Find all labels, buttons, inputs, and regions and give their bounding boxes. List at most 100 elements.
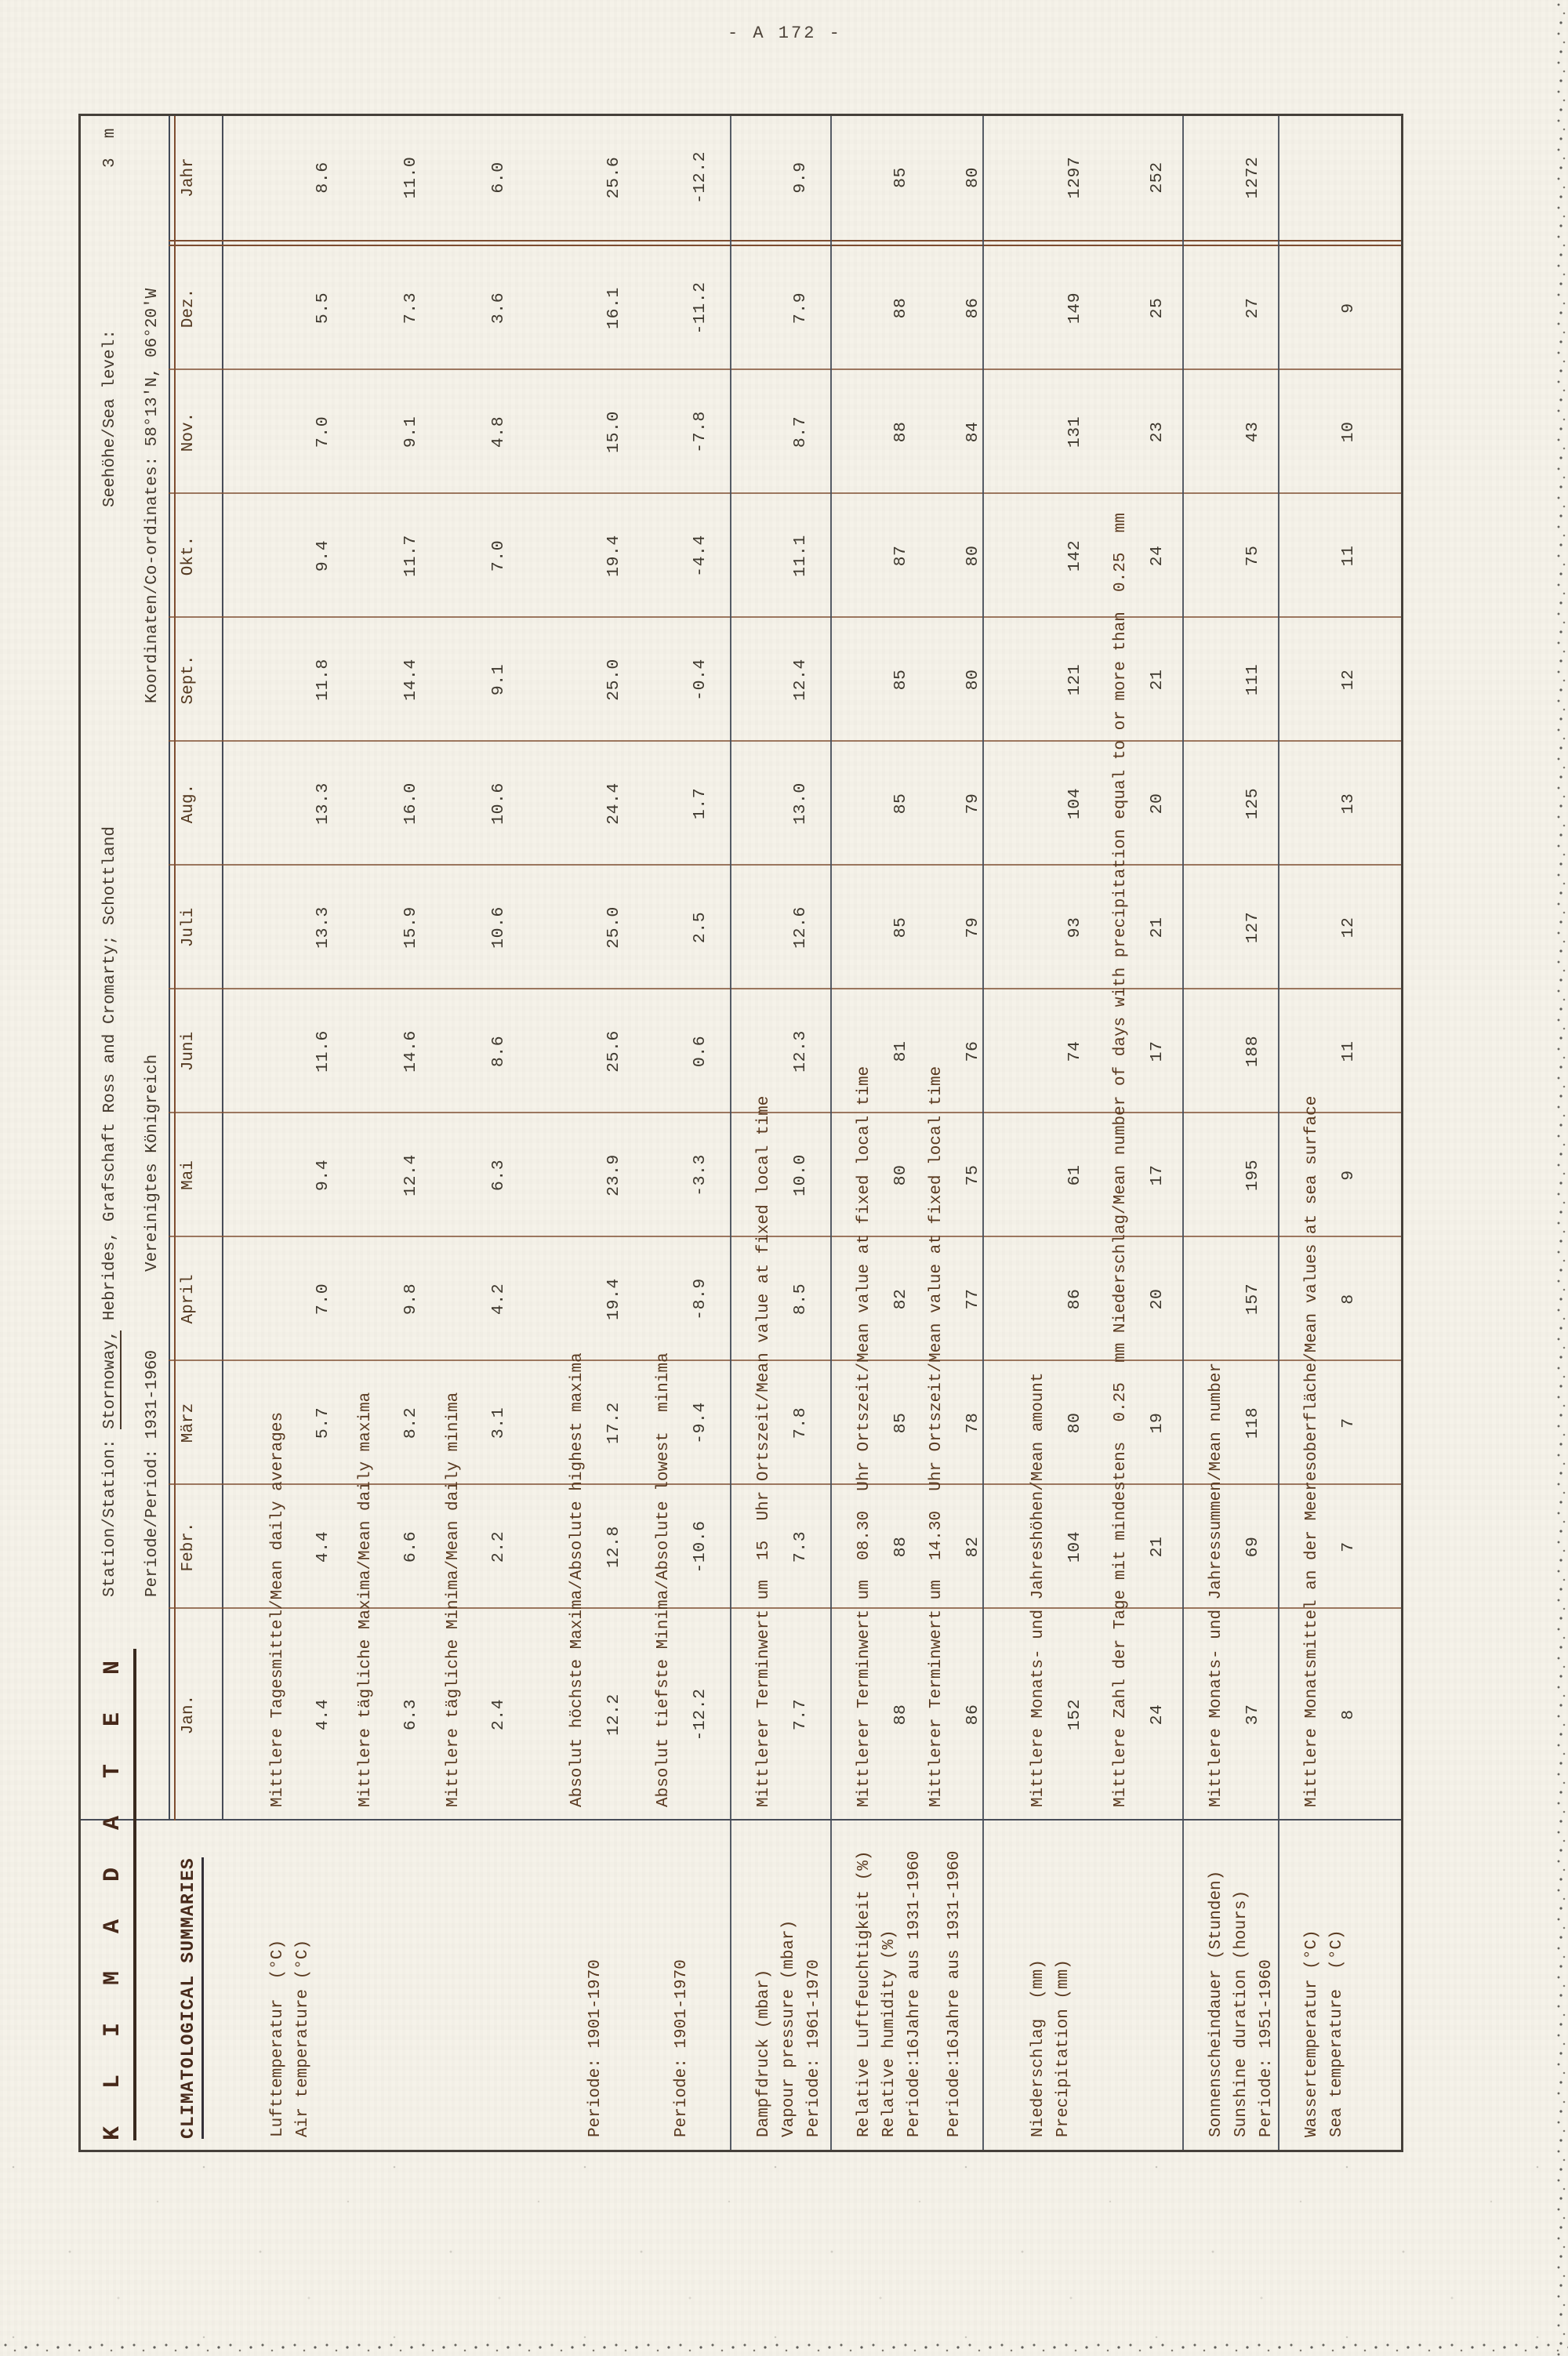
- group-label: Periode:16Jahre aus 1931-1960: [906, 1850, 924, 2137]
- value-cell: 9.8: [401, 1283, 420, 1316]
- scan-edge-right: [1555, 0, 1568, 2356]
- value-cell: 81: [891, 1040, 910, 1062]
- value-cell: 2.5: [691, 911, 710, 944]
- sea-level-label: Seehöhe/Sea level:: [101, 329, 119, 507]
- value-cell: 127: [1243, 911, 1262, 944]
- value-cell: 13.3: [314, 906, 332, 949]
- value-cell: 125: [1243, 787, 1262, 820]
- value-cell: 93: [1065, 917, 1084, 938]
- value-cell: 76: [964, 1040, 982, 1062]
- value-cell: 80: [964, 545, 982, 567]
- value-cell: 252: [1148, 162, 1167, 194]
- value-cell: 37: [1243, 1704, 1262, 1726]
- value-cell: 82: [891, 1288, 910, 1310]
- row-label: Absolut tiefste Minima/Absolute lowest m…: [655, 1352, 673, 1807]
- row-label: Mittlere Zahl der Tage mit mindestens 0.…: [1112, 513, 1130, 1807]
- value-cell: 10.6: [489, 906, 508, 949]
- row-label: Mittlerer Terminwert um 14.30 Uhr Ortsze…: [927, 1065, 946, 1807]
- value-cell: 82: [964, 1536, 982, 1558]
- value-cell: 152: [1065, 1698, 1084, 1731]
- value-cell: 10.6: [489, 782, 508, 825]
- value-cell: 2.2: [489, 1530, 508, 1563]
- value-cell: 1.7: [691, 787, 710, 820]
- row-label: Mittlerer Terminwert um 15 Uhr Ortszeit/…: [755, 1095, 773, 1807]
- value-cell: 7.7: [791, 1698, 810, 1731]
- value-cell: 9: [1339, 1170, 1358, 1181]
- value-cell: 85: [891, 793, 910, 815]
- group-label: Sonnenscheindauer (Stunden): [1207, 1870, 1225, 2137]
- value-cell: -9.4: [691, 1402, 710, 1444]
- value-cell: 78: [964, 1412, 982, 1434]
- value-cell: 86: [964, 297, 982, 319]
- group-label: Dampfdruck (mbar): [755, 1969, 773, 2137]
- label-column-rule: [81, 1819, 1401, 1821]
- value-cell: 12.3: [791, 1030, 810, 1073]
- value-cell: 80: [891, 1164, 910, 1186]
- period-line: Periode/Period: 1931-1960: [143, 1349, 162, 1597]
- group-label: Periode: 1901-1970: [673, 1959, 691, 2137]
- value-cell: 85: [891, 1412, 910, 1434]
- month-header-Febr: Febr.: [180, 1522, 198, 1572]
- value-cell: 9.4: [314, 1159, 332, 1192]
- value-cell: 8.2: [401, 1407, 420, 1439]
- month-header-Juli: Juli: [180, 907, 198, 948]
- value-cell: 7.0: [489, 539, 508, 572]
- value-cell: 88: [891, 1536, 910, 1558]
- jahr-double-rule: [169, 240, 1401, 241]
- value-cell: -7.8: [691, 411, 710, 453]
- station-name: Stornoway,: [101, 1330, 122, 1429]
- value-cell: -3.3: [691, 1154, 710, 1196]
- value-cell: 12.4: [401, 1154, 420, 1196]
- value-cell: 6.3: [401, 1698, 420, 1731]
- value-cell: 9.4: [314, 539, 332, 572]
- group-label: Periode: 1951-1960: [1258, 1959, 1276, 2137]
- station-label: Station/Station:: [101, 1428, 119, 1597]
- value-cell: 8.6: [314, 162, 332, 194]
- month-header-Mrz: März: [180, 1403, 198, 1443]
- value-cell: -12.2: [691, 151, 710, 205]
- value-cell: 11.0: [401, 156, 420, 199]
- month-separator-rule: [169, 1360, 1401, 1361]
- month-separator-rule: [169, 1112, 1401, 1113]
- value-cell: 25.6: [604, 1030, 623, 1073]
- value-cell: 85: [891, 167, 910, 188]
- month-header-Dez: Dez.: [180, 288, 198, 329]
- value-cell: 7.0: [314, 416, 332, 448]
- value-cell: 88: [891, 421, 910, 443]
- climate-table: K L I M A D A T E N CLIMATOLOGICAL SUMMA…: [78, 114, 1403, 2152]
- value-cell: 7.8: [791, 1407, 810, 1439]
- value-cell: 121: [1065, 663, 1084, 696]
- value-cell: 16.1: [604, 287, 623, 329]
- page-number: - A 172 -: [728, 24, 842, 43]
- value-cell: 7.0: [314, 1283, 332, 1316]
- value-cell: 7.3: [401, 292, 420, 325]
- group-label: Wassertemperatur (°C): [1303, 1929, 1321, 2137]
- row-label: Absolut höchste Maxima/Absolute highest …: [568, 1352, 586, 1807]
- value-cell: 20: [1148, 1288, 1167, 1310]
- value-cell: 85: [891, 917, 910, 938]
- value-cell: 25.0: [604, 906, 623, 949]
- value-cell: 21: [1148, 669, 1167, 691]
- value-cell: 11.7: [401, 535, 420, 577]
- value-cell: 11: [1339, 545, 1358, 567]
- value-cell: 79: [964, 793, 982, 815]
- station-line: Station/Station: Stornoway, Hebrides, Gr…: [101, 826, 122, 1597]
- value-cell: 88: [891, 297, 910, 319]
- scan-edge-bottom: [0, 2341, 1568, 2356]
- value-cell: 80: [964, 167, 982, 188]
- month-header-Nov: Nov.: [180, 412, 198, 452]
- value-cell: 8: [1339, 1294, 1358, 1305]
- value-cell: 9.1: [489, 663, 508, 696]
- value-cell: 9.1: [401, 416, 420, 448]
- value-cell: 131: [1065, 416, 1084, 448]
- group-label: Lufttemperatur (°C): [269, 1939, 287, 2137]
- month-separator-rule: [169, 988, 1401, 989]
- jahr-double-rule: [169, 245, 1401, 246]
- value-cell: 4.4: [314, 1698, 332, 1731]
- value-cell: 17: [1148, 1040, 1167, 1062]
- value-cell: 84: [964, 421, 982, 443]
- value-cell: 6.0: [489, 162, 508, 194]
- group-label: Periode:16Jahre aus 1931-1960: [946, 1850, 964, 2137]
- group-label: Relative humidity (%): [880, 1929, 898, 2137]
